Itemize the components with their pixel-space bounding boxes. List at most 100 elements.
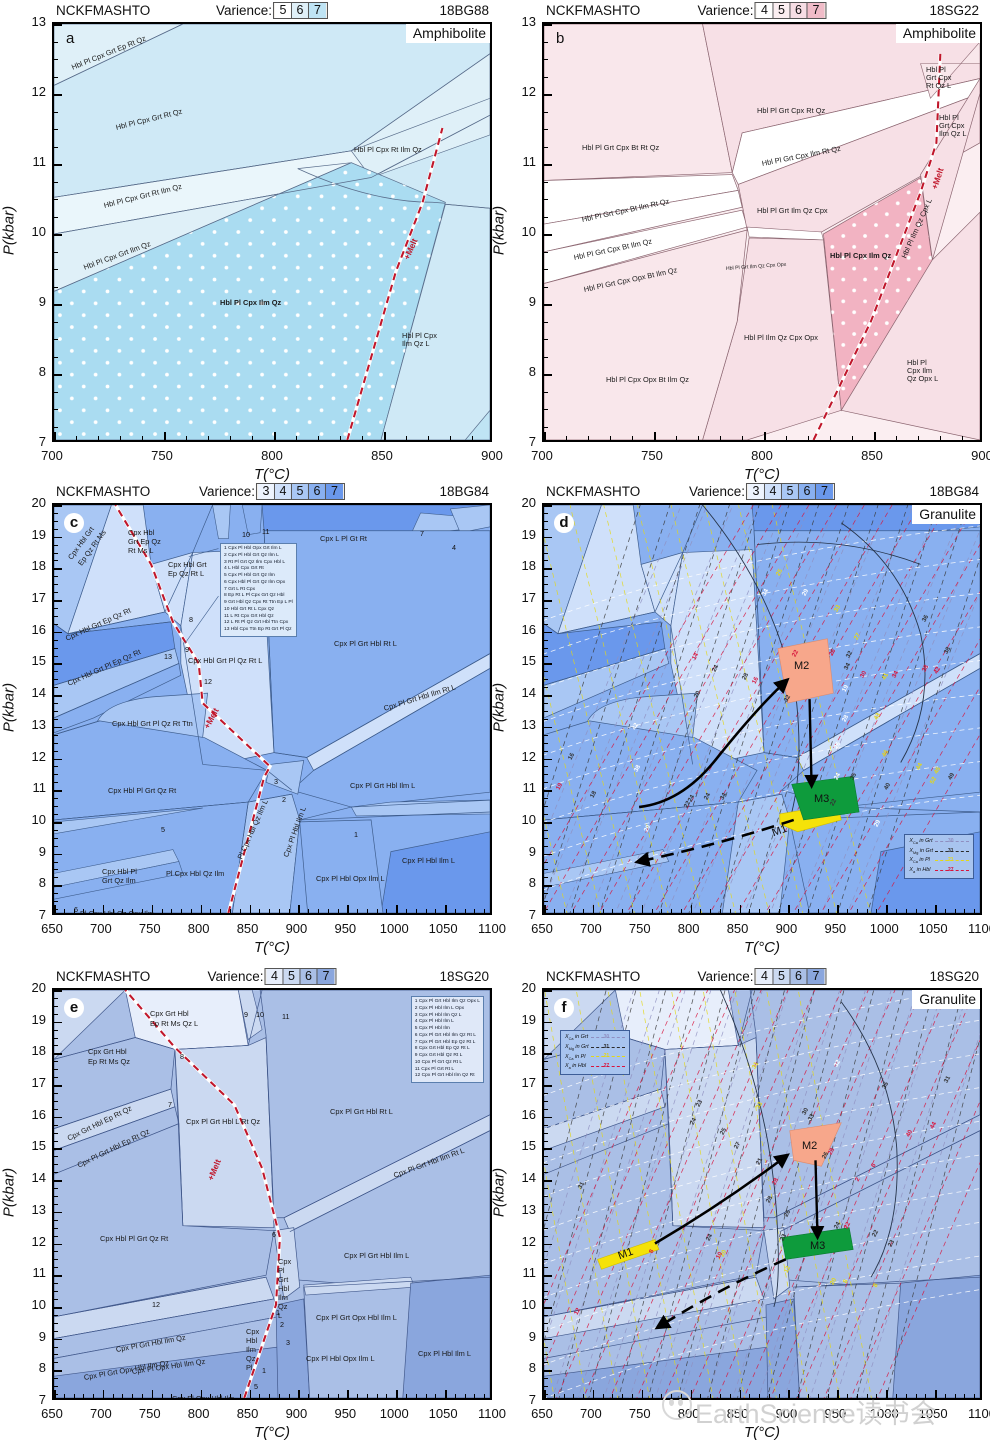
x-tick-minor xyxy=(454,909,456,913)
field-number: 7 xyxy=(420,529,424,538)
isopleth-3 xyxy=(544,505,754,865)
phase-field xyxy=(402,1274,490,1398)
y-tick-minor xyxy=(54,111,58,113)
y-tick-label: 13 xyxy=(31,14,46,29)
plot-inner-a: Amphibolite a +Melt Hbl Pl Cpx Grt Ep Rt Qz… xyxy=(54,24,490,440)
phase-field-graphics-e xyxy=(54,990,490,1398)
y-axis-title: P(kbar) xyxy=(0,1167,18,1218)
isopleth-2 xyxy=(797,990,872,1398)
isopleth-1 xyxy=(807,505,938,913)
y-tick-minor xyxy=(54,893,58,895)
y-tick-minor xyxy=(544,869,548,871)
isopleth-1 xyxy=(866,556,980,913)
legend-item: 1 Cpx Pl Hbl Opx Grt Ilm L xyxy=(224,546,282,551)
variance-legend: Varience: 4 5 6 7 xyxy=(697,967,827,986)
x-tick-minor xyxy=(964,1394,966,1398)
isopleth-2 xyxy=(544,816,568,913)
y-tick-label: 15 xyxy=(521,653,536,669)
x-tick-minor xyxy=(964,909,966,913)
x-tick-minor xyxy=(798,1394,800,1398)
x-tick-minor xyxy=(925,1394,927,1398)
x-tick-major xyxy=(886,905,888,913)
x-tick-major xyxy=(200,1390,203,1398)
isopleth-3 xyxy=(582,990,762,1398)
x-tick-label: 900 xyxy=(971,448,990,463)
legend-item: 7 Cpx Pl Grt Hbl Ep Qz Rt L xyxy=(414,1039,476,1045)
x-tick-major xyxy=(641,1390,644,1398)
x-tick-minor xyxy=(252,436,253,440)
phase-boundary xyxy=(779,1130,980,1232)
x-tick-minor xyxy=(288,1394,290,1398)
phase-boundary xyxy=(445,203,490,209)
x-tick-major xyxy=(249,905,252,913)
y-tick-major xyxy=(54,1243,62,1246)
phase-boundary xyxy=(803,668,980,771)
isopleth-white xyxy=(544,525,980,621)
sample-label: 18SG20 xyxy=(439,969,489,984)
x-tick-minor xyxy=(808,909,809,913)
field-number: 6 xyxy=(74,905,78,913)
y-tick-minor xyxy=(544,560,548,562)
y-tick-label: 12 xyxy=(521,84,536,99)
y-tick-minor xyxy=(544,671,548,673)
variance-legend: Varience: 3 4 5 6 7 xyxy=(199,482,346,501)
isopleth-3 xyxy=(709,505,949,913)
y-tick-minor xyxy=(54,703,58,705)
variance-cell-3: 3 xyxy=(748,484,766,499)
y-tick-minor xyxy=(544,1188,548,1190)
x-tick-label: 750 xyxy=(628,921,651,936)
phase-field xyxy=(212,505,231,539)
x-tick-minor xyxy=(83,1394,85,1398)
x-tick-major xyxy=(788,905,791,913)
y-tick-minor xyxy=(544,623,548,625)
y-tick-minor xyxy=(544,861,548,863)
y-tick-minor xyxy=(54,901,58,903)
y-tick-label: 7 xyxy=(528,907,536,922)
phase-boundary xyxy=(719,990,779,1308)
y-tick-minor xyxy=(54,356,58,358)
x-tick-minor xyxy=(856,909,858,913)
y-tick-minor xyxy=(544,146,548,148)
y-tick-minor xyxy=(54,1140,58,1142)
isopleth-0 xyxy=(640,505,811,913)
panel-c-header: NCKFMASHTO Varience: 3 4 5 6 7 18BG84 xyxy=(52,482,492,501)
phase-field xyxy=(238,990,263,1041)
isopleth-1 xyxy=(569,505,701,913)
isopleth-2 xyxy=(702,990,777,1398)
y-tick-major xyxy=(544,600,552,602)
sample-label: 18BG84 xyxy=(929,484,979,499)
x-tick-major xyxy=(151,1390,154,1398)
phase-boundary xyxy=(544,1276,757,1318)
y-tick-major xyxy=(544,505,552,507)
x-tick-minor xyxy=(612,909,614,913)
isopleth-0 xyxy=(769,505,940,913)
field-number: 6 xyxy=(272,1230,276,1239)
x-tick-minor xyxy=(340,436,341,440)
isopleth-1 xyxy=(629,505,760,913)
x-tick-minor xyxy=(876,1394,878,1398)
y-tick-minor xyxy=(54,1029,58,1031)
phase-boundary xyxy=(544,648,665,686)
x-tick-minor xyxy=(632,436,633,440)
x-tick-minor xyxy=(680,909,682,913)
x-tick-major xyxy=(874,432,876,440)
isopleth-1 xyxy=(737,990,845,1398)
plot-area-f: Granulite f 31 32 35 31 23 24 25 33 30 33 27 21 28 26 28… xyxy=(542,988,982,1400)
isopleth-0 xyxy=(795,505,966,913)
variance-cell-7: 7 xyxy=(326,484,344,499)
x-tick-major xyxy=(347,1390,349,1398)
y-tick-minor xyxy=(54,552,58,554)
y-tick-minor xyxy=(544,1346,548,1348)
legend-item: 13 Hbl Cpx Ttn Ep Rt Grt Pl Qz xyxy=(224,627,292,633)
legend-item: 7 Grt L Rt Cpx xyxy=(224,586,256,592)
x-tick-minor xyxy=(425,1394,427,1398)
x-tick-label: 900 xyxy=(285,921,308,936)
x-tick-major xyxy=(935,905,937,913)
phase-field xyxy=(544,1346,781,1398)
isopleth-white xyxy=(544,592,980,689)
y-tick-minor xyxy=(544,718,548,720)
y-tick-label: 17 xyxy=(31,590,46,606)
y-tick-major xyxy=(54,536,62,539)
x-tick-minor xyxy=(415,909,417,913)
x-tick-minor xyxy=(464,909,466,913)
